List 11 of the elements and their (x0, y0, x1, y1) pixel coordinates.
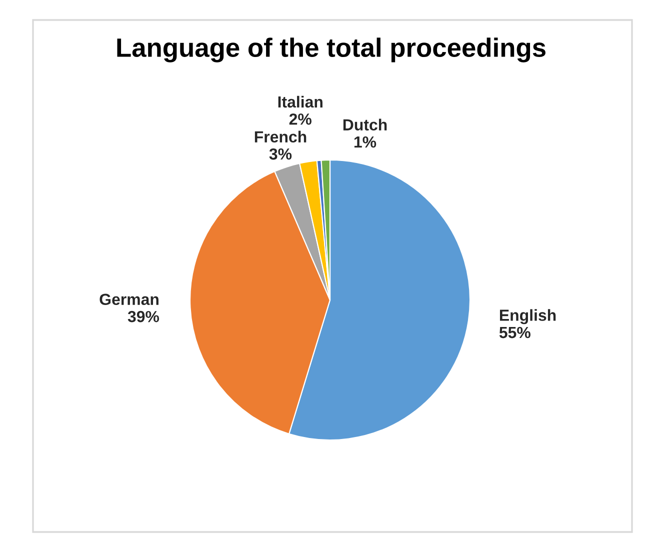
data-label: 55% (499, 326, 530, 338)
data-label: 39% (128, 310, 160, 322)
data-label: 2% (289, 114, 312, 125)
data-label: 1% (354, 136, 376, 148)
slice-label: Italian (278, 96, 322, 108)
chart-title: Language of the total proceedings (117, 38, 546, 62)
data-label: 3% (269, 148, 292, 160)
slice-label: French (254, 130, 306, 142)
slice-label: German (100, 294, 158, 306)
slice-label: English (500, 309, 556, 324)
slice-label: Dutch (343, 118, 387, 130)
